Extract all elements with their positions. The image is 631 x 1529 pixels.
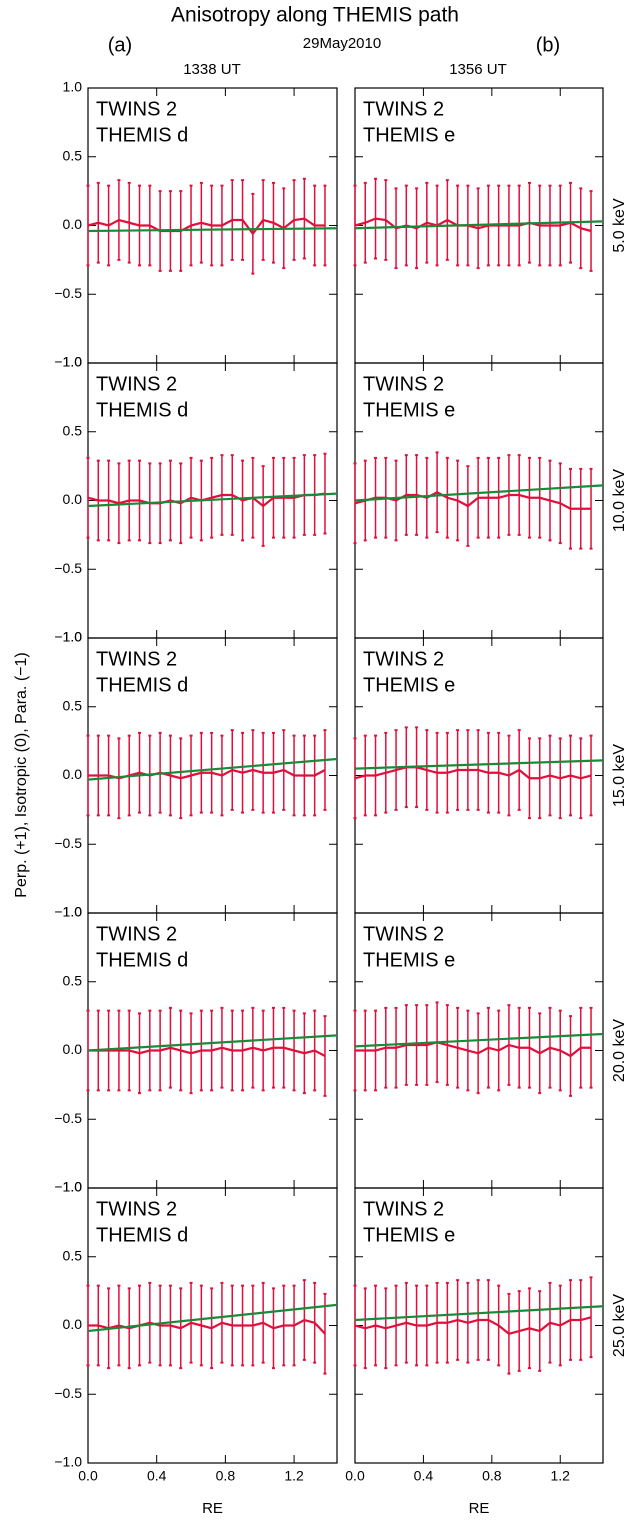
legend-entry: THEMIS e xyxy=(363,399,455,421)
series-line xyxy=(87,1034,338,1052)
legend-entry: TWINS 2 xyxy=(363,373,444,395)
x-tick-label: 1.2 xyxy=(551,1468,571,1484)
series-line xyxy=(354,1316,592,1335)
legend-entry: TWINS 2 xyxy=(96,1198,177,1220)
x-axis-label: RE xyxy=(469,1500,490,1517)
series-line xyxy=(354,484,604,502)
y-tick-label: 1.0 xyxy=(63,79,83,95)
x-tick-label: 0.8 xyxy=(216,1468,236,1484)
panel-time: 1356 UT xyxy=(449,61,507,78)
y-tick-label: 0.5 xyxy=(63,147,83,163)
x-tick-label: 0.4 xyxy=(414,1468,434,1484)
legend-entry: THEMIS d xyxy=(96,399,188,421)
legend-entry: THEMIS d xyxy=(96,674,188,696)
y-tick-label: 0.0 xyxy=(63,1041,83,1057)
legend-entry: TWINS 2 xyxy=(363,98,444,120)
y-axis-label: Perp. (+1), Isotropic (0), Para. (−1) xyxy=(13,652,30,897)
series-line xyxy=(87,1303,338,1333)
legend-entry: THEMIS d xyxy=(96,949,188,971)
x-tick-label: 0.0 xyxy=(345,1468,365,1484)
y-tick-label: −0.5 xyxy=(54,285,82,301)
y-tick-label: 0.5 xyxy=(63,422,83,438)
y-tick-label: 0.0 xyxy=(63,216,83,232)
series-line xyxy=(87,492,338,508)
energy-label: 5.0 keV xyxy=(611,198,628,253)
y-tick-label: 1.0 xyxy=(63,904,83,920)
legend-entry: THEMIS d xyxy=(96,1224,188,1246)
legend-entry: TWINS 2 xyxy=(363,923,444,945)
series-line xyxy=(354,491,592,510)
legend-entry: THEMIS e xyxy=(363,674,455,696)
y-tick-label: −0.5 xyxy=(54,560,82,576)
y-tick-label: 1.0 xyxy=(63,354,83,370)
legend-entry: TWINS 2 xyxy=(96,923,177,945)
energy-label: 25.0 keV xyxy=(611,1294,628,1357)
x-tick-label: 0.4 xyxy=(147,1468,167,1484)
legend-entry: TWINS 2 xyxy=(96,648,177,670)
y-tick-label: −1.0 xyxy=(54,904,82,920)
legend-entry: TWINS 2 xyxy=(363,648,444,670)
series-line xyxy=(354,220,604,230)
y-tick-label: 0.0 xyxy=(63,1316,83,1332)
x-tick-label: 0.0 xyxy=(78,1468,98,1484)
legend-entry: TWINS 2 xyxy=(363,1198,444,1220)
y-tick-label: 0.5 xyxy=(63,972,83,988)
y-tick-label: 0.0 xyxy=(63,766,83,782)
y-tick-label: 0.5 xyxy=(63,1247,83,1263)
figure-title: Anisotropy along THEMIS path xyxy=(171,4,459,27)
series-line xyxy=(87,217,325,236)
date: 29May2010 xyxy=(303,35,381,52)
x-tick-label: 1.2 xyxy=(284,1468,304,1484)
legend-entry: THEMIS e xyxy=(363,1224,455,1246)
y-tick-label: −0.5 xyxy=(54,1385,82,1401)
y-tick-label: −1.0 xyxy=(54,354,82,370)
panel-time: 1338 UT xyxy=(183,61,241,78)
y-tick-label: 1.0 xyxy=(63,1179,83,1195)
y-tick-label: −1.0 xyxy=(54,629,82,645)
panel-label: (a) xyxy=(108,34,132,56)
energy-label: 15.0 keV xyxy=(611,744,628,807)
series-line xyxy=(88,1046,326,1057)
series-line xyxy=(87,227,338,233)
energy-label: 20.0 keV xyxy=(611,1019,628,1082)
panel-label: (b) xyxy=(536,34,560,56)
series-line xyxy=(354,1032,604,1048)
x-tick-label: 0.8 xyxy=(482,1468,502,1484)
series-line xyxy=(87,757,338,781)
legend-entry: TWINS 2 xyxy=(96,373,177,395)
series-line xyxy=(354,1305,604,1322)
legend-entry: THEMIS e xyxy=(363,124,455,146)
x-axis-label: RE xyxy=(202,1500,223,1517)
y-tick-label: −0.5 xyxy=(54,1110,82,1126)
y-tick-label: 0.5 xyxy=(63,697,83,713)
series-line xyxy=(354,759,604,770)
series-line xyxy=(354,766,592,780)
legend-entry: THEMIS e xyxy=(363,949,455,971)
y-tick-label: 0.0 xyxy=(63,491,83,507)
y-tick-label: −1.0 xyxy=(54,1454,82,1470)
legend-entry: THEMIS d xyxy=(96,124,188,146)
y-tick-label: 1.0 xyxy=(63,629,83,645)
y-tick-label: −1.0 xyxy=(54,1179,82,1195)
energy-label: 10.0 keV xyxy=(611,469,628,532)
y-tick-label: −0.5 xyxy=(54,835,82,851)
legend-entry: TWINS 2 xyxy=(96,98,177,120)
series-line xyxy=(355,1041,592,1058)
